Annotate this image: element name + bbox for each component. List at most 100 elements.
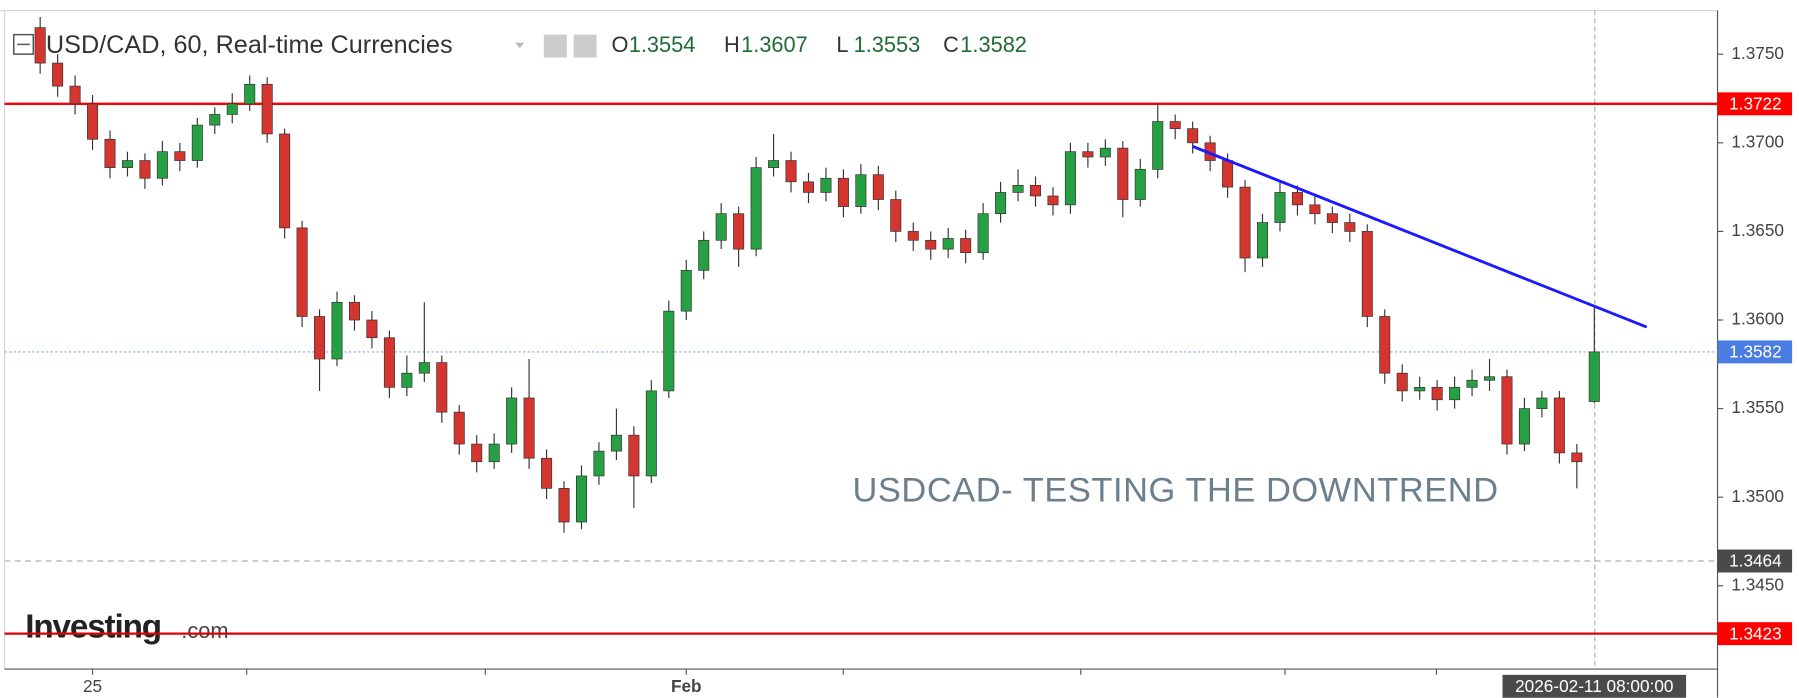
price-label: 1.3423 [1729,623,1782,643]
candle-body [52,62,64,87]
candle-body [802,181,815,193]
candle-body [174,151,186,161]
candle-body [69,85,81,105]
candle-body [191,124,203,161]
ohlc-value: 1.3553 [854,32,921,57]
candle-body [1099,147,1111,158]
candle-body [296,227,308,317]
candle-body [279,133,291,229]
candle-body [680,270,692,312]
candle-body [907,231,919,241]
dropdown-icon[interactable] [515,42,525,49]
price-label-box [1717,92,1793,116]
candle-body [541,457,553,489]
candle-body [1553,397,1565,454]
ohlc-label: C [943,32,959,57]
annotation: USDCAD- TESTING THE DOWNTREND [852,472,1498,510]
candle-body [1588,351,1600,402]
candle-body [348,301,360,321]
candle-body [715,213,727,241]
settings-icon[interactable] [573,34,597,58]
candle-body [1152,121,1164,170]
watermark-brand: Investing [25,609,161,646]
candle-body [1536,397,1548,409]
watermark-domain: .com [181,618,228,643]
y-tick-label: 1.3500 [1731,486,1784,506]
candle-body [995,192,1007,215]
candle-body [156,151,168,179]
collapse-icon[interactable] [13,33,35,55]
candle-body [593,450,605,477]
eye-icon[interactable] [543,34,567,58]
candle-body [1449,387,1461,401]
x-tick-label: Feb [671,676,702,696]
candle-body [750,167,762,250]
ohlc-value: 1.3554 [629,32,696,57]
candle-body [453,411,465,445]
candle-body [226,103,238,115]
candle-body [1222,160,1234,188]
candle-body [1484,376,1496,381]
candle-body [1274,192,1286,223]
candle-body [890,199,902,232]
x-tick-label: 25 [83,676,102,696]
candle-body [1379,316,1391,374]
candle-body [1187,128,1199,144]
candle-body [366,319,378,339]
candle-body [733,213,745,250]
candle-body [1431,387,1443,401]
candle-body [785,160,797,183]
candle-body [1082,151,1094,158]
trendline [1192,145,1648,329]
candle-body [1466,379,1478,388]
candle-body [1012,185,1024,193]
candle-body [1239,186,1251,259]
price-label-box [1717,622,1793,646]
price-label: 1.3582 [1729,342,1782,362]
candle-body [1396,372,1408,392]
candle-body [855,174,867,207]
candle-body [610,434,622,452]
candle-body [977,213,989,254]
ohlc-label: H [724,32,740,57]
candle-body [1029,185,1042,197]
crosshair-time-box [1502,674,1687,698]
candle-body [1117,147,1129,200]
price-label: 1.3464 [1729,551,1782,571]
candle-body [663,310,675,392]
candle-body [925,239,937,250]
ohlc-label: O [612,32,629,57]
y-tick-label: 1.3550 [1731,397,1784,417]
candle-body [942,238,954,250]
candle-body [960,238,972,254]
candle-body [872,174,884,200]
candle-body [418,362,430,374]
candle-body [1501,376,1513,445]
candle-body [558,488,570,523]
candle-body [261,83,273,135]
candle-body [1414,387,1426,392]
candle-body [698,239,710,271]
candle-body [628,434,640,477]
ohlc-value: 1.3607 [741,32,808,57]
price-label-box [1717,340,1793,364]
candle-body [471,443,483,463]
price-label-box [1717,549,1793,573]
candle-body [1257,222,1269,259]
y-tick-label: 1.3750 [1731,43,1784,63]
candle-body [523,397,535,459]
candle-body [139,160,151,179]
candle-body [837,177,849,207]
candle-body [121,160,133,168]
candle-body [1047,195,1059,206]
candle-body [1344,222,1356,232]
candle-body [645,390,657,477]
candle-body [209,114,221,126]
candle-body [331,301,343,360]
y-tick-label: 1.3650 [1731,220,1784,240]
candle-body [34,27,46,64]
candle-body [383,337,395,388]
